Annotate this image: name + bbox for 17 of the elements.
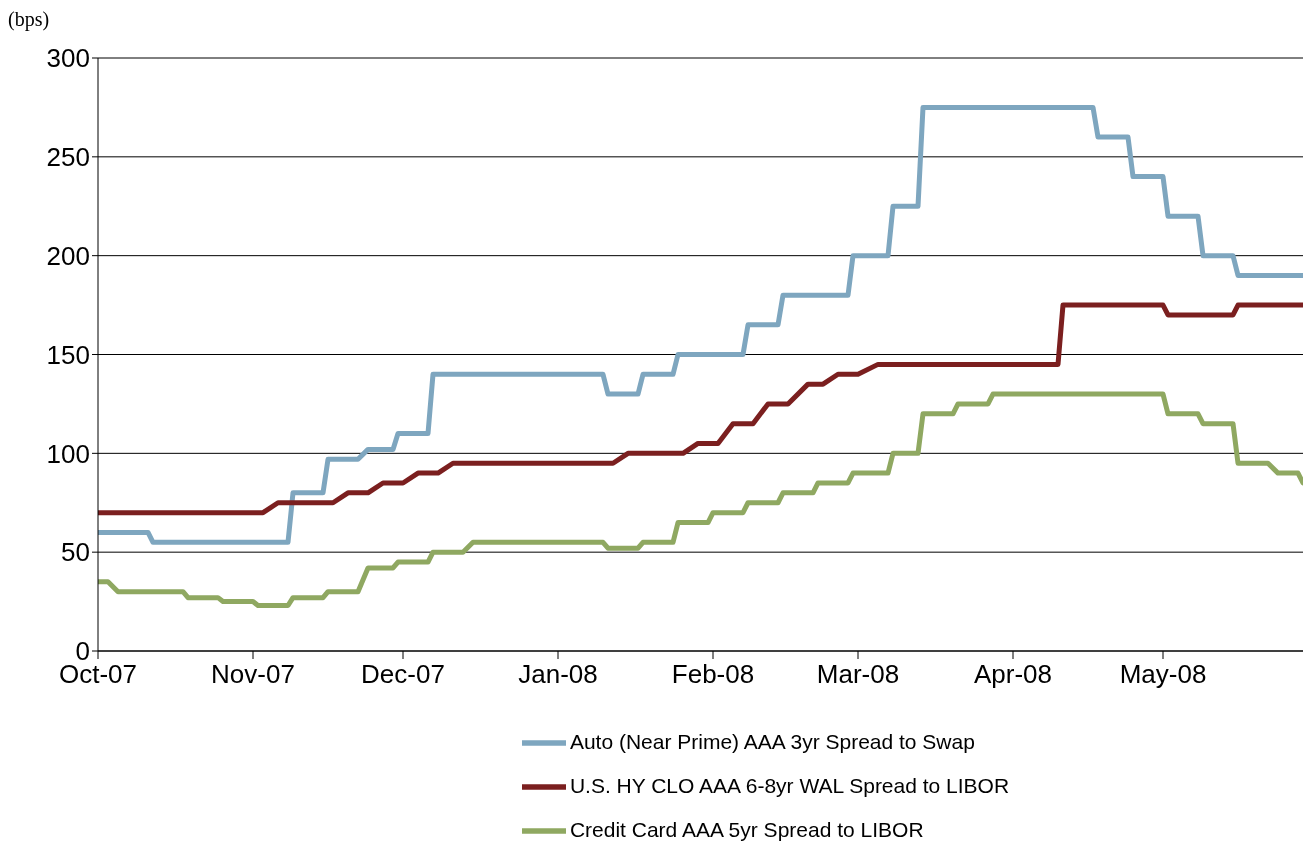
x-tick-label: Nov-07 <box>211 659 295 690</box>
x-tick-label: Jan-08 <box>518 659 598 690</box>
y-axis-title: (bps) <box>8 8 50 31</box>
legend-label: Auto (Near Prime) AAA 3yr Spread to Swap <box>569 729 975 753</box>
x-tick-label: Dec-07 <box>361 659 445 690</box>
x-tick-label: Mar-08 <box>816 659 900 690</box>
y-tick-label: 150 <box>46 339 90 370</box>
legend-label: Credit Card AAA 5yr Spread to LIBOR <box>569 817 924 841</box>
y-tick-label: 250 <box>46 142 90 173</box>
x-tick-label: Feb-08 <box>671 659 755 690</box>
x-tick-label: Apr-08 <box>973 659 1053 690</box>
legend-label: U.S. HY CLO AAA 6-8yr WAL Spread to LIBOR <box>569 773 1010 797</box>
y-tick-label: 50 <box>61 537 90 568</box>
y-tick-label: 200 <box>46 240 90 271</box>
y-tick-label: 300 <box>46 43 90 74</box>
y-tick-label: 100 <box>46 438 90 469</box>
x-tick-label: May-08 <box>1119 659 1207 690</box>
